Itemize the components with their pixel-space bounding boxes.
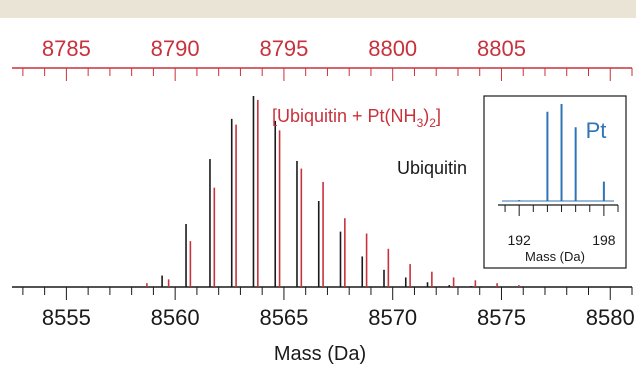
bottom-tick-label: 8560 <box>151 305 200 330</box>
bottom-tick-label: 8575 <box>477 305 526 330</box>
top-band <box>0 0 636 18</box>
ubiquitin-pt-spectrum <box>146 99 520 287</box>
top-tick-label: 8790 <box>151 36 200 61</box>
bottom-tick-label: 8565 <box>259 305 308 330</box>
pt-isotope-inset: Pt 192 198 Mass (Da) <box>483 95 627 269</box>
inset-tick-label: 192 <box>507 232 531 248</box>
bottom-axis: 8555 8560 8565 8570 8575 8580 <box>12 286 635 330</box>
bottom-tick-label: 8555 <box>42 305 91 330</box>
inset-x-axis-label: Mass (Da) <box>525 249 585 264</box>
inset-frame <box>483 95 627 269</box>
top-tick-label: 8785 <box>42 36 91 61</box>
top-tick-label: 8805 <box>477 36 526 61</box>
top-tick-label: 8800 <box>368 36 417 61</box>
inset-title: Pt <box>586 118 607 143</box>
inset-axis: 192 198 <box>498 204 619 248</box>
bottom-tick-label: 8580 <box>586 305 635 330</box>
top-tick-label: 8795 <box>259 36 308 61</box>
inset-spectrum <box>502 104 614 202</box>
ubiquitin-spectrum <box>161 96 472 287</box>
top-axis: 8785 8790 8795 8800 8805 <box>12 36 633 81</box>
x-axis-label: Mass (Da) <box>274 343 366 365</box>
series-label-ubiquitin: Ubiquitin <box>397 158 467 178</box>
inset-tick-label: 198 <box>592 232 616 248</box>
bottom-tick-label: 8570 <box>368 305 417 330</box>
series-label-ubiquitin-pt: [Ubiquitin + Pt(NH3)2] <box>272 106 441 130</box>
